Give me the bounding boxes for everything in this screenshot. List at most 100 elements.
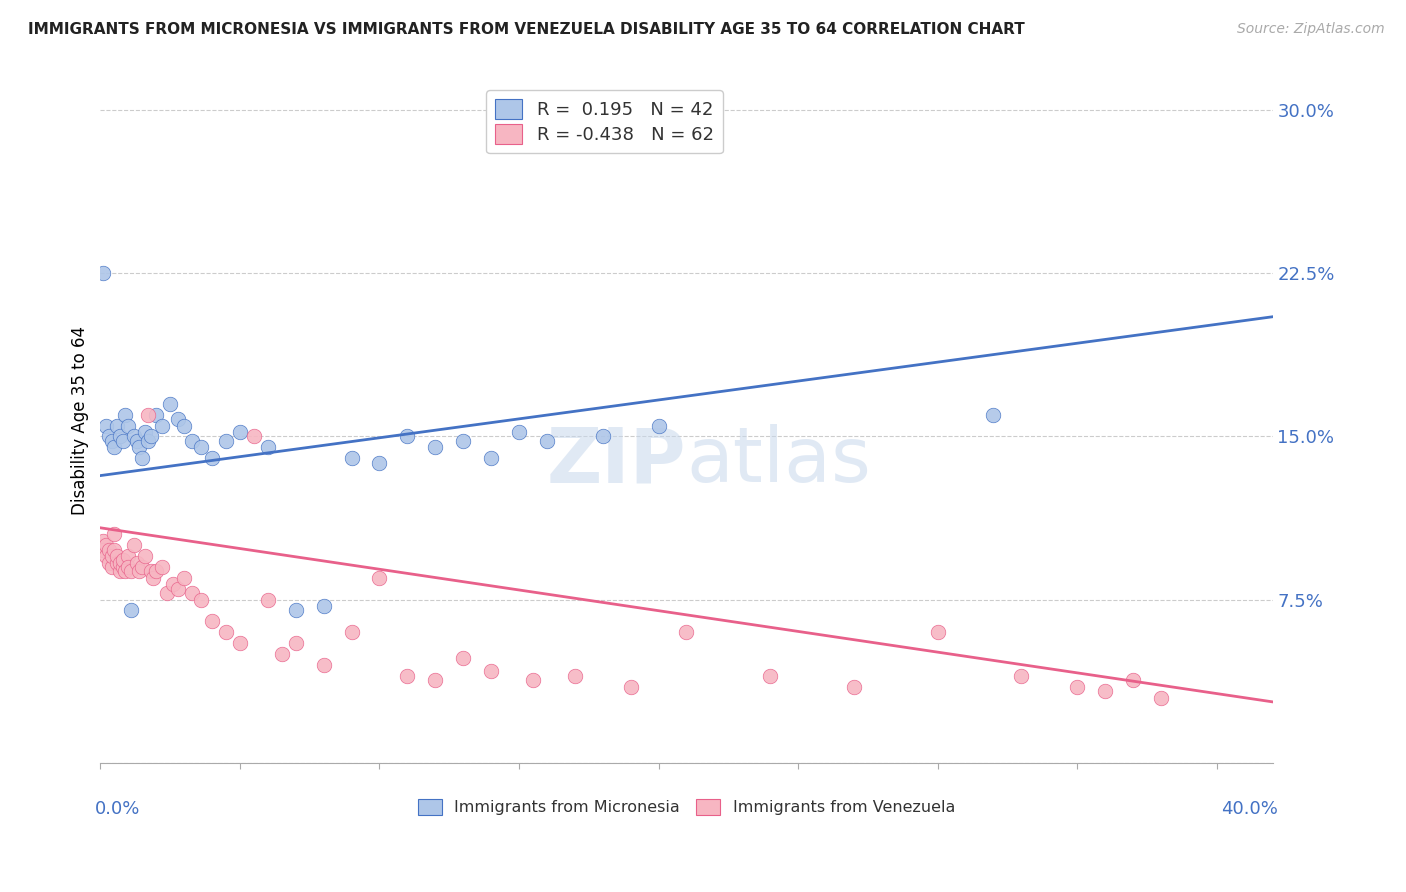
Point: [136, 408, 159, 422]
Point: [111, 560, 134, 574]
Point: [396, 429, 419, 443]
Point: [592, 429, 614, 443]
Point: [1122, 673, 1144, 687]
Point: [190, 440, 212, 454]
Point: [759, 669, 782, 683]
Point: [173, 571, 195, 585]
Point: [97, 542, 120, 557]
Point: [620, 680, 643, 694]
Point: [136, 434, 159, 448]
Point: [173, 418, 195, 433]
Point: [162, 577, 184, 591]
Point: [243, 429, 266, 443]
Point: [97, 556, 120, 570]
Point: [564, 669, 586, 683]
Point: [142, 571, 165, 585]
Point: [122, 538, 145, 552]
Point: [215, 625, 238, 640]
Point: [284, 603, 307, 617]
Point: [91, 533, 114, 548]
Point: [117, 418, 139, 433]
Point: [111, 553, 134, 567]
Point: [1010, 669, 1032, 683]
Point: [340, 451, 363, 466]
Point: [94, 549, 117, 563]
Point: [94, 418, 117, 433]
Point: [340, 625, 363, 640]
Point: [842, 680, 865, 694]
Point: [229, 636, 252, 650]
Text: Source: ZipAtlas.com: Source: ZipAtlas.com: [1237, 22, 1385, 37]
Point: [131, 451, 153, 466]
Point: [100, 560, 122, 574]
Point: [117, 549, 139, 563]
Text: atlas: atlas: [686, 425, 872, 499]
Point: [479, 665, 502, 679]
Point: [97, 429, 120, 443]
Point: [150, 560, 173, 574]
Point: [229, 425, 252, 439]
Point: [100, 434, 122, 448]
Point: [105, 549, 128, 563]
Point: [111, 434, 134, 448]
Point: [181, 434, 204, 448]
Point: [983, 408, 1005, 422]
Point: [114, 564, 136, 578]
Point: [451, 434, 474, 448]
Text: IMMIGRANTS FROM MICRONESIA VS IMMIGRANTS FROM VENEZUELA DISABILITY AGE 35 TO 64 : IMMIGRANTS FROM MICRONESIA VS IMMIGRANTS…: [28, 22, 1025, 37]
Point: [284, 636, 307, 650]
Point: [647, 418, 669, 433]
Legend: Immigrants from Micronesia, Immigrants from Venezuela: Immigrants from Micronesia, Immigrants f…: [409, 791, 963, 823]
Point: [1066, 680, 1088, 694]
Point: [368, 571, 391, 585]
Point: [312, 599, 335, 614]
Point: [122, 429, 145, 443]
Point: [103, 440, 125, 454]
Text: 0.0%: 0.0%: [94, 800, 139, 819]
Point: [312, 657, 335, 672]
Point: [150, 418, 173, 433]
Point: [103, 542, 125, 557]
Point: [125, 434, 148, 448]
Point: [117, 560, 139, 574]
Point: [270, 647, 292, 661]
Point: [108, 556, 131, 570]
Y-axis label: Disability Age 35 to 64: Disability Age 35 to 64: [72, 326, 89, 515]
Point: [167, 412, 190, 426]
Point: [396, 669, 419, 683]
Point: [103, 527, 125, 541]
Point: [128, 564, 150, 578]
Point: [100, 549, 122, 563]
Point: [108, 429, 131, 443]
Point: [125, 556, 148, 570]
Point: [139, 564, 162, 578]
Point: [108, 564, 131, 578]
Point: [201, 451, 224, 466]
Point: [256, 440, 278, 454]
Point: [139, 429, 162, 443]
Point: [156, 586, 179, 600]
Point: [167, 582, 190, 596]
Point: [128, 440, 150, 454]
Point: [425, 673, 447, 687]
Point: [536, 434, 558, 448]
Point: [114, 408, 136, 422]
Point: [131, 560, 153, 574]
Point: [1150, 690, 1173, 705]
Point: [105, 556, 128, 570]
Point: [1094, 684, 1116, 698]
Point: [368, 456, 391, 470]
Point: [145, 564, 167, 578]
Point: [91, 266, 114, 280]
Point: [134, 425, 156, 439]
Point: [120, 564, 142, 578]
Point: [145, 408, 167, 422]
Point: [190, 592, 212, 607]
Point: [120, 603, 142, 617]
Point: [94, 538, 117, 552]
Point: [479, 451, 502, 466]
Point: [451, 651, 474, 665]
Point: [508, 425, 530, 439]
Text: ZIP: ZIP: [547, 425, 686, 499]
Point: [91, 542, 114, 557]
